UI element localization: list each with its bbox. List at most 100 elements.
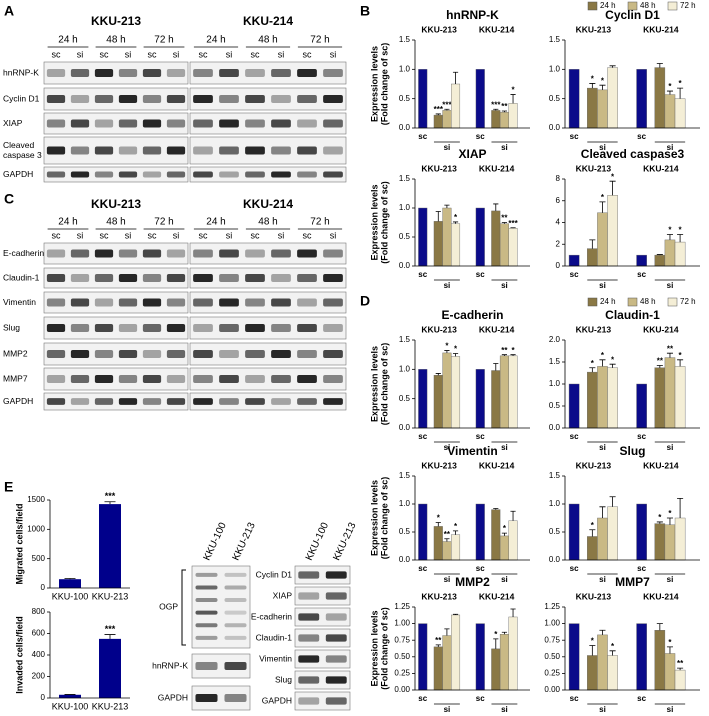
significance: ** [501, 102, 508, 111]
panel-label: C [4, 191, 14, 207]
blot-band [70, 171, 90, 178]
panel-label: B [360, 3, 370, 19]
legend-label: 48 h [640, 1, 656, 10]
time-label: 72 h [310, 35, 329, 46]
y-tick-label: 1.5 [399, 174, 411, 183]
error-bar [444, 538, 450, 542]
bar [568, 254, 580, 267]
legend-swatch [627, 1, 638, 11]
blot-band [297, 119, 317, 128]
significance: * [611, 355, 615, 364]
error-bar [501, 222, 507, 224]
error-bar [435, 113, 441, 116]
x-tick-label: sc [476, 432, 485, 441]
blot-band [224, 623, 247, 628]
blot-band [94, 375, 114, 383]
bar [442, 110, 452, 129]
blot-frame [43, 87, 189, 111]
y-axis-label: Expression levels [369, 610, 379, 686]
error-bar [599, 359, 606, 367]
y-tick-label: 1.25 [544, 602, 560, 611]
chart-title: Slug [620, 444, 646, 458]
lane-label: si [77, 49, 84, 59]
y-tick-label: 0.5 [549, 527, 561, 536]
blot-band [166, 350, 186, 358]
x-tick-label: sc [637, 564, 646, 573]
x-tick-label: sc [418, 132, 427, 141]
panel-label: A [4, 3, 14, 19]
lane-label: sc [199, 49, 209, 59]
blot-band [166, 298, 186, 307]
blot-band [245, 398, 265, 405]
error-bar [444, 350, 450, 353]
blot-frame [43, 392, 189, 411]
blot-band [195, 662, 218, 670]
bar [475, 69, 485, 129]
x-tick-label: KKU-100 [52, 591, 89, 601]
error-bar [599, 629, 606, 635]
blot-frame [294, 586, 351, 606]
cell-line-title: KKU-213 [91, 197, 141, 211]
x-tick-label: sc [570, 694, 579, 703]
time-label: 24 h [206, 35, 225, 46]
x-tick-label: si [599, 575, 606, 584]
y-tick-label: 1.00 [544, 619, 560, 628]
bar [433, 221, 443, 267]
x-tick-label: si [501, 575, 508, 584]
error-bar [589, 83, 596, 89]
blot-band [118, 119, 138, 128]
blot-band [70, 298, 90, 307]
blot-band [70, 274, 90, 282]
bar [418, 503, 428, 561]
time-label: 24 h [58, 35, 77, 46]
significance: * [494, 630, 498, 639]
error-bar [64, 578, 76, 580]
x-tick-label: si [599, 705, 606, 714]
blot-band [297, 171, 317, 178]
blot-band [271, 249, 291, 258]
blot-band [46, 249, 66, 258]
x-tick-label: sc [476, 132, 485, 141]
blot-band [297, 69, 317, 77]
y-tick-label: 400 [32, 650, 46, 659]
bar [607, 367, 618, 429]
x-tick-label: sc [637, 694, 646, 703]
y-tick-label: 0.50 [394, 652, 410, 661]
lane-label: sc [100, 230, 110, 240]
row-label: GAPDH [158, 692, 188, 702]
blot-band [323, 95, 343, 103]
blot-band [46, 146, 66, 155]
row-label: GAPDH [3, 396, 33, 406]
blot-frame [189, 367, 347, 391]
error-bar [589, 529, 596, 537]
error-bar [599, 84, 606, 90]
y-tick-label: 0.0 [549, 423, 561, 432]
cell-line-title: KKU-213 [91, 14, 141, 28]
blot-band [118, 350, 138, 358]
blot-frame [189, 61, 347, 85]
blot-band [323, 274, 343, 282]
error-bar [677, 498, 684, 518]
blot-band [94, 146, 114, 155]
group-label: KKU-213 [576, 591, 612, 601]
lane-label: si [330, 49, 337, 59]
lane-label: sc [303, 49, 313, 59]
x-tick-label: si [444, 705, 451, 714]
legend-label: 24 h [600, 1, 616, 10]
blot-band [297, 398, 317, 405]
y-tick-label: 0.75 [544, 635, 560, 644]
y-tick-label: 2.0 [549, 335, 561, 344]
chart-title: Claudin-1 [605, 308, 660, 322]
x-tick-label: sc [476, 694, 485, 703]
x-tick-label: sc [570, 270, 579, 279]
blot-band [224, 572, 247, 577]
blot-band [142, 171, 162, 178]
bar [664, 94, 676, 129]
error-bar [656, 63, 663, 68]
significance: * [679, 351, 683, 360]
x-tick-label: si [667, 143, 674, 152]
y-tick-label: 0.0 [549, 123, 561, 132]
blot-frame [191, 685, 251, 711]
x-tick-label: si [599, 143, 606, 152]
bar [654, 367, 666, 429]
